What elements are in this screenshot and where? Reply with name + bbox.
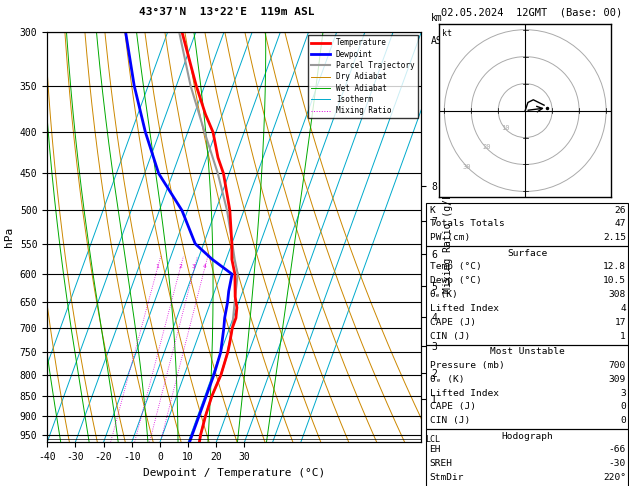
Text: θₑ (K): θₑ (K)	[430, 375, 464, 384]
Text: Pressure (mb): Pressure (mb)	[430, 361, 504, 370]
Text: PW (cm): PW (cm)	[430, 233, 470, 243]
Text: 3: 3	[192, 264, 196, 269]
Text: CAPE (J): CAPE (J)	[430, 402, 476, 412]
Y-axis label: Mixing Ratio (g/kg): Mixing Ratio (g/kg)	[443, 181, 453, 293]
Text: 02.05.2024  12GMT  (Base: 00): 02.05.2024 12GMT (Base: 00)	[442, 7, 623, 17]
Text: -66: -66	[609, 446, 626, 454]
Text: 43°37'N  13°22'E  119m ASL: 43°37'N 13°22'E 119m ASL	[138, 7, 314, 17]
Legend: Temperature, Dewpoint, Parcel Trajectory, Dry Adiabat, Wet Adiabat, Isotherm, Mi: Temperature, Dewpoint, Parcel Trajectory…	[308, 35, 418, 118]
Text: Hodograph: Hodograph	[501, 432, 553, 441]
Text: K: K	[430, 206, 435, 215]
Text: 10: 10	[501, 125, 510, 131]
Text: 2.15: 2.15	[603, 233, 626, 243]
Text: CAPE (J): CAPE (J)	[430, 318, 476, 327]
Text: -30: -30	[609, 459, 626, 469]
Text: CIN (J): CIN (J)	[430, 416, 470, 425]
Text: SREH: SREH	[430, 459, 453, 469]
Text: 2: 2	[178, 264, 182, 269]
Bar	[426, 203, 628, 246]
Text: Temp (°C): Temp (°C)	[430, 262, 481, 272]
Text: 0: 0	[620, 416, 626, 425]
Text: Most Unstable: Most Unstable	[490, 347, 564, 356]
Text: EH: EH	[430, 446, 441, 454]
Text: 308: 308	[609, 290, 626, 299]
Text: 10.5: 10.5	[603, 277, 626, 285]
Text: LCL: LCL	[425, 435, 440, 444]
Text: Lifted Index: Lifted Index	[430, 389, 499, 398]
Text: Dewp (°C): Dewp (°C)	[430, 277, 481, 285]
Text: 26: 26	[615, 206, 626, 215]
Text: 12.8: 12.8	[603, 262, 626, 272]
Text: CIN (J): CIN (J)	[430, 332, 470, 341]
Text: 30: 30	[463, 164, 471, 170]
Text: 17: 17	[615, 318, 626, 327]
Text: θₑ(K): θₑ(K)	[430, 290, 459, 299]
Bar	[426, 246, 628, 345]
Text: ASL: ASL	[431, 35, 448, 46]
Text: 0: 0	[620, 402, 626, 412]
Text: kt: kt	[442, 30, 452, 38]
Y-axis label: hPa: hPa	[4, 227, 14, 247]
Bar	[426, 345, 628, 429]
Text: 4: 4	[620, 304, 626, 313]
Text: StmDir: StmDir	[430, 473, 464, 482]
Text: 700: 700	[609, 361, 626, 370]
Text: Surface: Surface	[507, 249, 547, 258]
Text: 47: 47	[615, 220, 626, 228]
Text: Totals Totals: Totals Totals	[430, 220, 504, 228]
Bar	[426, 429, 628, 486]
Text: 20: 20	[482, 144, 491, 150]
Text: 4: 4	[203, 264, 206, 269]
Text: km: km	[431, 14, 443, 23]
Text: Lifted Index: Lifted Index	[430, 304, 499, 313]
Text: 309: 309	[609, 375, 626, 384]
Text: 1: 1	[620, 332, 626, 341]
Text: 3: 3	[620, 389, 626, 398]
Text: 1: 1	[155, 264, 159, 269]
Text: 220°: 220°	[603, 473, 626, 482]
X-axis label: Dewpoint / Temperature (°C): Dewpoint / Temperature (°C)	[143, 468, 325, 478]
